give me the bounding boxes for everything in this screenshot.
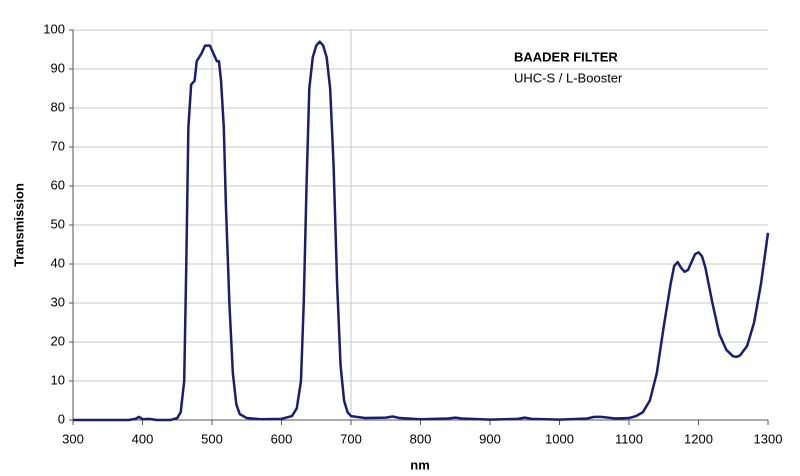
y-axis-label: Transmission	[11, 183, 26, 267]
y-tick-label: 10	[51, 372, 65, 387]
y-tick-label: 80	[51, 99, 65, 114]
chart-subtitle: UHC-S / L-Booster	[514, 70, 623, 85]
x-tick-label: 1100	[615, 431, 643, 446]
y-tick-label: 40	[51, 255, 65, 270]
y-tick-label: 30	[51, 294, 65, 309]
x-tick-label: 1300	[754, 431, 783, 446]
x-tick-label: 700	[340, 431, 362, 446]
x-tick-label: 900	[479, 431, 501, 446]
y-tick-label: 20	[51, 333, 65, 348]
x-tick-label: 800	[410, 431, 432, 446]
x-axis-label: nm	[410, 457, 430, 472]
x-tick-label: 1000	[545, 431, 574, 446]
x-tick-label: 1200	[684, 431, 713, 446]
x-tick-label: 300	[62, 431, 84, 446]
x-tick-label: 500	[201, 431, 223, 446]
y-tick-label: 60	[51, 177, 65, 192]
data-line	[73, 40, 770, 422]
y-tick-label: 0	[58, 411, 65, 426]
y-tick-label: 70	[51, 138, 65, 153]
y-tick-label: 90	[51, 60, 65, 75]
chart-title: BAADER FILTER	[514, 49, 618, 64]
x-tick-label: 400	[132, 431, 154, 446]
y-tick-label: 100	[43, 21, 65, 36]
x-tick-label: 600	[271, 431, 293, 446]
y-tick-label: 50	[51, 216, 65, 231]
